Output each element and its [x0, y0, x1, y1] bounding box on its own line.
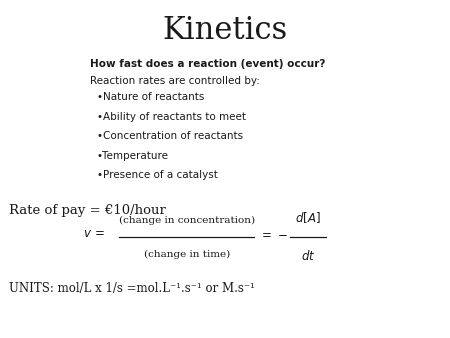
Text: •Concentration of reactants: •Concentration of reactants — [97, 131, 243, 141]
Text: $d[A]$: $d[A]$ — [295, 210, 321, 225]
Text: (change in concentration): (change in concentration) — [119, 216, 255, 225]
Text: •Presence of a catalyst: •Presence of a catalyst — [97, 170, 218, 180]
Text: •Temperature: •Temperature — [97, 151, 169, 161]
Text: •Ability of reactants to meet: •Ability of reactants to meet — [97, 112, 246, 122]
Text: How fast does a reaction (event) occur?: How fast does a reaction (event) occur? — [90, 59, 325, 69]
Text: •Nature of reactants: •Nature of reactants — [97, 92, 204, 102]
Text: Reaction rates are controlled by:: Reaction rates are controlled by: — [90, 76, 260, 86]
Text: Rate of pay = €10/hour: Rate of pay = €10/hour — [9, 204, 166, 217]
Text: $dt$: $dt$ — [301, 249, 315, 263]
Text: $v\,=$: $v\,=$ — [83, 227, 105, 240]
Text: UNITS: mol/L x 1/s =mol.L⁻¹.s⁻¹ or M.s⁻¹: UNITS: mol/L x 1/s =mol.L⁻¹.s⁻¹ or M.s⁻¹ — [9, 282, 255, 295]
Text: $=\,-$: $=\,-$ — [259, 227, 288, 240]
Text: (change in time): (change in time) — [144, 249, 230, 259]
Text: Kinetics: Kinetics — [162, 15, 288, 46]
